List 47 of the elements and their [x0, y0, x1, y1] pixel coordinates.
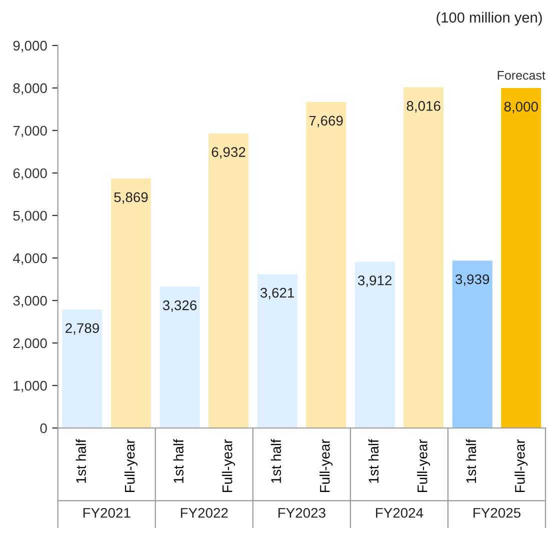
x-tick-label: Full-year [514, 439, 528, 492]
y-tick-label: 2,000 [13, 338, 47, 350]
bar [501, 88, 542, 428]
data-label: 6,932 [212, 147, 246, 159]
x-tick-label: 1st half [368, 439, 379, 483]
bar [208, 133, 249, 428]
x-tick-label: 1st half [270, 439, 282, 483]
bar [111, 178, 151, 428]
data-label: 2,789 [66, 323, 99, 335]
x-tick-label: Full-year [222, 439, 235, 492]
bar [404, 87, 444, 428]
data-label: 3,912 [358, 275, 392, 287]
y-tick-label: 4,000 [13, 253, 47, 265]
text: FY2022 [180, 508, 228, 518]
y-tick-label: 9,000 [13, 40, 47, 52]
text: FY2025 [474, 508, 520, 518]
text: FY2021 [83, 508, 130, 518]
x-tick-label: 1st half [173, 439, 184, 483]
text: FY2023 [278, 508, 326, 518]
y-tick-label: 8,000 [13, 83, 47, 95]
bar [160, 286, 200, 428]
data-label: 3,326 [162, 300, 197, 312]
y-tick-label: 7,000 [13, 126, 47, 138]
y-tick-label: 3,000 [13, 296, 47, 308]
y-tick-label: 0 [40, 423, 47, 434]
y-tick-label: 5,000 [13, 210, 47, 222]
text: FY2024 [376, 508, 424, 518]
data-label: 3,939 [456, 274, 490, 286]
data-label: 8,016 [406, 101, 440, 113]
y-tick-label: 1,000 [14, 380, 47, 392]
data-label: 3,621 [260, 288, 294, 300]
x-tick-label: 1st half [76, 439, 86, 483]
x-tick-label: 1st half [466, 439, 476, 483]
data-label: 5,869 [114, 192, 148, 204]
y-tick-label: 6,000 [13, 168, 47, 180]
data-label: 7,669 [309, 116, 343, 128]
bar [354, 262, 395, 428]
x-tick-label: Full-year [320, 439, 333, 492]
text: (100 million yen) [436, 12, 542, 26]
x-tick-label: Full-year [417, 439, 430, 492]
bar [306, 102, 346, 428]
annotation: Forecast [498, 71, 546, 80]
x-tick-label: Full-year [124, 439, 138, 492]
bar [452, 260, 492, 428]
data-label: 8,000 [504, 102, 538, 114]
bar [62, 309, 102, 428]
bar [257, 274, 298, 428]
